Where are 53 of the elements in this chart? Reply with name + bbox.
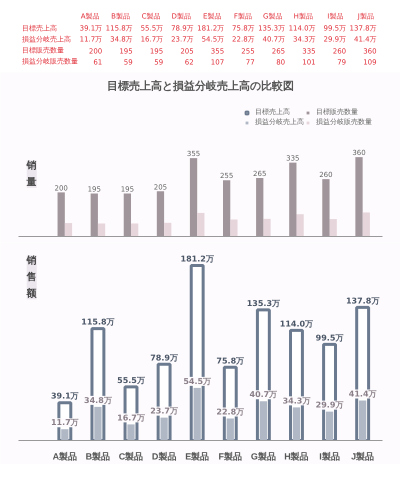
bar — [64, 223, 72, 236]
data-label: 23.7万 — [150, 406, 178, 416]
x-tick-label: A製品 — [52, 452, 78, 462]
x-tick-label: I製品 — [319, 452, 340, 462]
bar — [98, 223, 106, 236]
x-tick-label: G製品 — [250, 452, 276, 462]
bar — [362, 212, 370, 236]
bar — [131, 223, 138, 236]
bar — [127, 424, 135, 440]
bar — [226, 418, 234, 440]
bar — [292, 407, 300, 440]
bar — [296, 214, 304, 236]
data-label: 114.0万 — [280, 319, 314, 328]
data-label: 54.5万 — [183, 376, 212, 386]
data-label: 137.8万 — [346, 296, 380, 306]
data-label: 11.7万 — [50, 418, 79, 428]
data-label: 115.8万 — [81, 318, 115, 327]
x-tick-label: H製品 — [284, 452, 309, 462]
data-label: 40.7万 — [250, 390, 278, 400]
bar — [263, 218, 271, 236]
x-tick-label: C製品 — [118, 452, 144, 462]
bar — [94, 406, 102, 440]
y-axis-title: 销售额 — [26, 254, 38, 300]
bar — [230, 220, 238, 236]
y-axis-title: 销量 — [26, 159, 37, 188]
bar — [330, 219, 337, 236]
bar — [197, 212, 204, 236]
data-label: 41.4万 — [348, 390, 377, 399]
bar — [260, 401, 268, 440]
data-label: 78.9万 — [150, 353, 178, 362]
data-label: 16.7万 — [117, 413, 145, 422]
x-tick-label: J製品 — [351, 452, 374, 462]
data-label: 34.8万 — [84, 396, 112, 405]
bar — [326, 412, 334, 440]
data-label: 99.5万 — [316, 333, 344, 342]
data-label: 181.2万 — [180, 254, 214, 264]
bar — [61, 429, 68, 440]
bar — [194, 388, 201, 440]
data-label: 39.1万 — [50, 392, 79, 401]
bar — [164, 222, 172, 236]
data-label: 75.8万 — [216, 356, 244, 366]
bar — [359, 400, 366, 440]
chart-title: 目標売上高と損益分岐売上高の比較図 — [107, 80, 294, 92]
data-label: 135.3万 — [246, 298, 280, 308]
x-tick-label: B製品 — [86, 452, 110, 462]
data-label: 22.8万 — [216, 407, 244, 416]
x-tick-label: F製品 — [218, 452, 242, 462]
data-label: 29.9万 — [316, 400, 344, 410]
data-label: 55.5万 — [117, 376, 145, 385]
data-label: 34.3万 — [282, 396, 310, 406]
bar — [160, 418, 168, 440]
x-tick-label: D製品 — [152, 452, 176, 462]
x-tick-label: E製品 — [185, 452, 210, 462]
